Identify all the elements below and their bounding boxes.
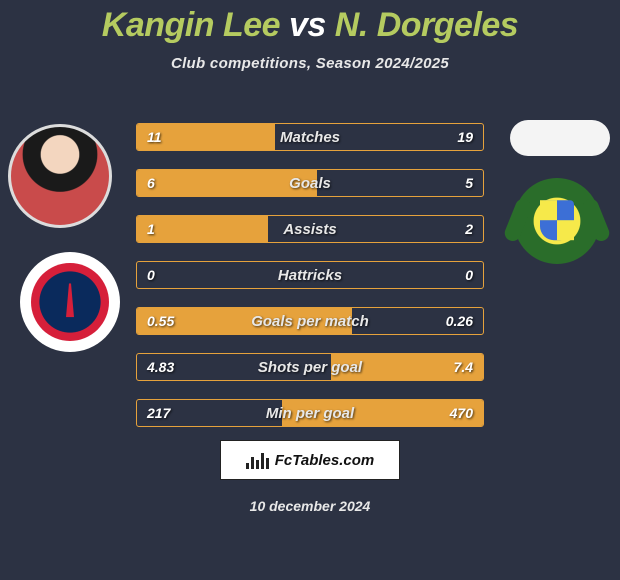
stat-value-right: 2	[465, 216, 473, 242]
player2-avatar	[510, 120, 610, 156]
stat-value-right: 470	[450, 400, 473, 426]
stat-row: Goals6 5	[136, 169, 484, 197]
shield-icon	[540, 200, 574, 240]
subtitle: Club competitions, Season 2024/2025	[0, 55, 620, 72]
stat-row: Matches11 19	[136, 123, 484, 151]
player1-avatar	[8, 124, 112, 228]
stat-value-left: 1	[147, 216, 155, 242]
stat-value-left: 6	[147, 170, 155, 196]
psg-crest-icon	[31, 263, 109, 341]
stat-label: Min per goal	[137, 400, 483, 426]
source-badge-text: FcTables.com	[275, 452, 374, 469]
player2-name: N. Dorgeles	[335, 6, 518, 44]
stat-value-right: 7.4	[454, 354, 473, 380]
stat-value-left: 217	[147, 400, 170, 426]
player1-club-badge	[20, 252, 120, 352]
stat-label: Goals per match	[137, 308, 483, 334]
eiffel-icon	[60, 283, 80, 317]
stat-value-right: 0	[465, 262, 473, 288]
stat-label: Matches	[137, 124, 483, 150]
comparison-title: Kangin Lee vs N. Dorgeles	[0, 0, 620, 45]
stat-value-left: 11	[147, 124, 162, 150]
stats-container: Matches11 19 Goals6 5 Assists1 2 Hattricks0 0 Go…	[136, 123, 484, 445]
stat-value-right: 5	[465, 170, 473, 196]
stat-label: Shots per goal	[137, 354, 483, 380]
stat-value-left: 4.83	[147, 354, 174, 380]
stat-label: Goals	[137, 170, 483, 196]
vs-separator: vs	[289, 6, 326, 44]
date-label: 10 december 2024	[0, 498, 620, 514]
stat-row: Min per goal217 470	[136, 399, 484, 427]
stat-row: Goals per match0.55 0.26	[136, 307, 484, 335]
stat-row: Assists1 2	[136, 215, 484, 243]
player1-name: Kangin Lee	[102, 6, 280, 44]
stat-value-left: 0.55	[147, 308, 174, 334]
player2-club-badge	[514, 178, 600, 264]
source-badge: FcTables.com	[220, 440, 400, 480]
stat-value-right: 19	[457, 124, 473, 150]
bars-icon	[246, 451, 269, 469]
stat-value-left: 0	[147, 262, 155, 288]
stat-row: Shots per goal4.83 7.4	[136, 353, 484, 381]
stat-label: Hattricks	[137, 262, 483, 288]
stat-value-right: 0.26	[446, 308, 473, 334]
stat-row: Hattricks0 0	[136, 261, 484, 289]
stat-label: Assists	[137, 216, 483, 242]
